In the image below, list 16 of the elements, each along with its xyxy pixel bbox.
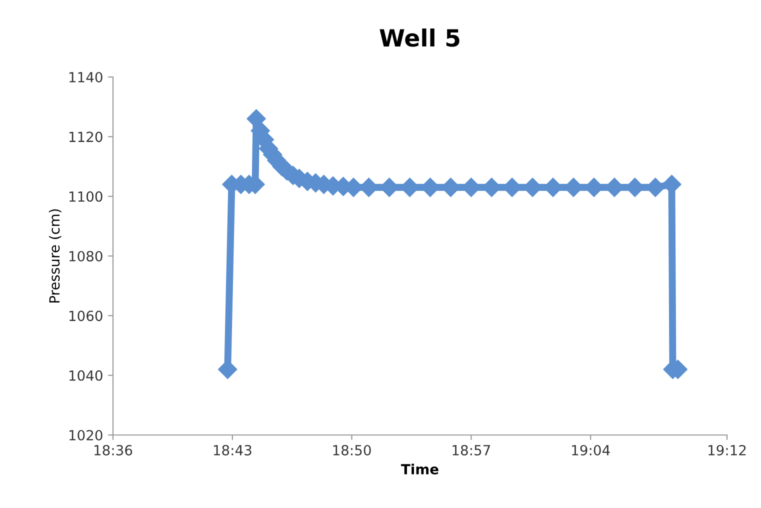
chart-title: Well 5 <box>380 28 460 47</box>
y-tick-label: 1040 <box>69 370 102 381</box>
x-tick-label: 18:50 <box>333 444 371 456</box>
x-tick-label: 18:43 <box>214 444 252 456</box>
y-tick-label: 1080 <box>69 250 102 262</box>
y-tick-label: 1120 <box>69 132 102 142</box>
x-tick-label: 19:12 <box>708 444 746 456</box>
y-axis-title: Pressure (cm) <box>48 209 62 302</box>
y-tick-label: 1060 <box>69 310 102 322</box>
x-axis-title: Time <box>401 464 438 474</box>
x-tick-label: 18:36 <box>94 444 132 456</box>
x-tick-label: 19:04 <box>572 444 610 456</box>
y-tick-label: 1140 <box>69 72 102 82</box>
y-tick-label: 1020 <box>69 430 102 440</box>
x-tick-label: 18:57 <box>452 444 490 456</box>
y-tick-label: 1100 <box>69 191 102 202</box>
